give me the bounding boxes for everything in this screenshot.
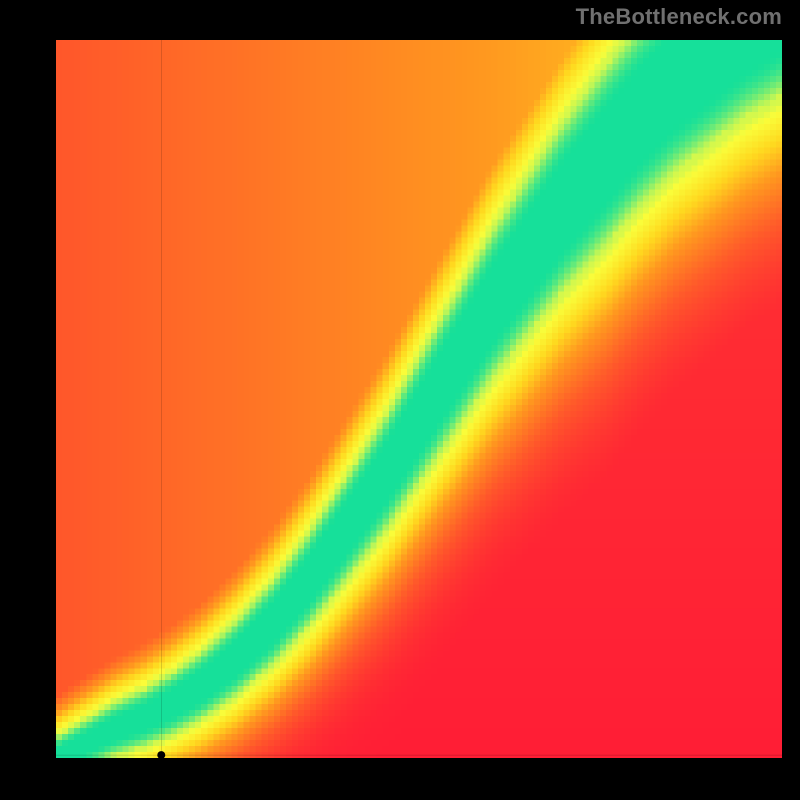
plot-area xyxy=(56,40,782,758)
watermark-text: TheBottleneck.com xyxy=(576,4,782,30)
heatmap-canvas xyxy=(56,40,782,758)
